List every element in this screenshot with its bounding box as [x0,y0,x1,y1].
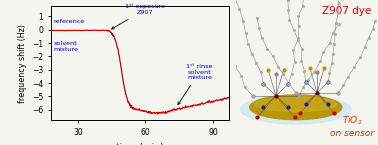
Ellipse shape [255,97,337,112]
Text: solvent
mixture: solvent mixture [53,41,78,52]
Text: TiO$_2$
on sensor: TiO$_2$ on sensor [330,115,375,138]
Ellipse shape [240,95,351,124]
Text: 1ˢᵗ exposure
Z907: 1ˢᵗ exposure Z907 [112,3,166,29]
Ellipse shape [250,95,342,120]
X-axis label: time (min): time (min) [116,143,164,145]
Text: Z907 dye: Z907 dye [322,6,372,16]
Text: 1ˢᵗ rinse
solvent
mixture: 1ˢᵗ rinse solvent mixture [178,64,213,105]
Text: reference: reference [53,19,85,24]
Y-axis label: frequency shift (Hz): frequency shift (Hz) [18,24,26,103]
